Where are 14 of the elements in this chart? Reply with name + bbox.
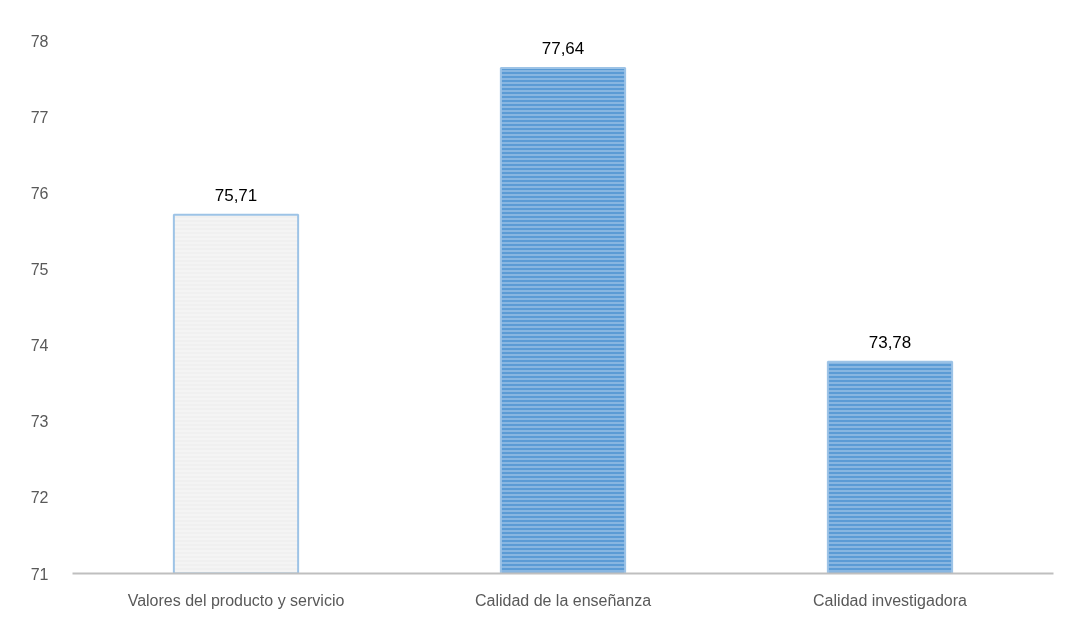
y-tick-label: 78 [30, 32, 49, 50]
y-tick-label: 77 [30, 108, 49, 126]
data-label: 77,64 [541, 38, 585, 58]
y-tick-label: 71 [30, 565, 49, 583]
y-tick-label: 72 [30, 489, 49, 507]
x-tick-label: Valores del producto y servicio [127, 591, 345, 609]
y-tick-label: 76 [30, 184, 49, 202]
y-tick-label: 75 [30, 260, 49, 278]
y-tick-label: 74 [30, 337, 49, 355]
y-tick-label: 73 [30, 413, 49, 431]
data-label: 73,78 [868, 332, 912, 352]
x-tick-label: Calidad investigadora [813, 591, 968, 609]
data-label: 75,71 [214, 185, 258, 205]
x-tick-label: Calidad de la enseñanza [474, 591, 652, 609]
